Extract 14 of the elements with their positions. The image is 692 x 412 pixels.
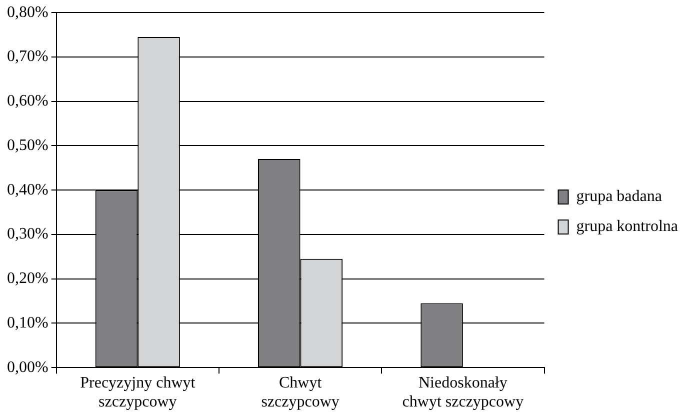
y-tick-label: 0,60% (7, 92, 48, 110)
y-tick-label: 0,00% (7, 358, 48, 376)
x-tick-label: Niedoskonały chwyt szczypcowy (402, 374, 524, 411)
y-tick-label: 0,40% (7, 181, 48, 198)
y-tick-label: 0,80% (7, 4, 48, 21)
x-tick-label: Chwyt szczypcowy (261, 374, 340, 411)
legend-label: grupa kontrolna (576, 218, 678, 236)
y-tick-label: 0,50% (7, 136, 48, 154)
y-tick-label: 0,10% (7, 314, 48, 332)
y-tick-label: 0,20% (7, 270, 48, 288)
y-tick-label: 0,70% (7, 48, 48, 66)
x-tick-label: Precyzyjny chwyt szczypcowy (80, 374, 196, 411)
legend-label: grupa badana (576, 188, 662, 206)
y-tick-label: 0,30% (7, 226, 48, 243)
